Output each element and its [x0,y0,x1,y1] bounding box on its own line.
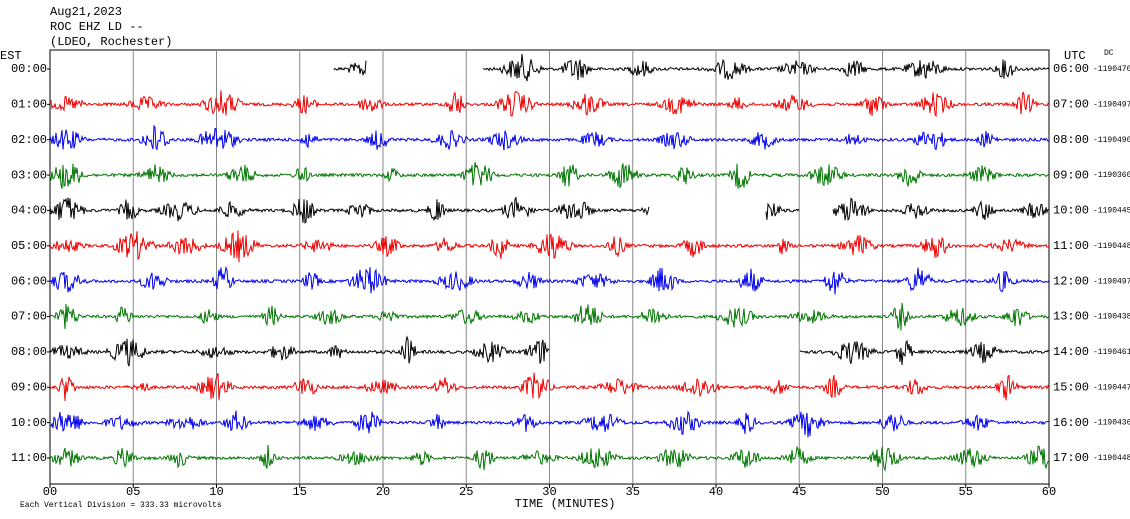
utc-label: 12:00 [1053,274,1089,288]
utc-label: 16:00 [1053,416,1089,430]
utc-label: 15:00 [1053,380,1089,394]
est-label: 07:00 [11,310,47,324]
seismic-trace [49,444,1050,472]
x-tick-label: 10 [209,485,223,499]
est-label: 04:00 [11,204,47,218]
x-tick-label: 20 [376,485,390,499]
dc-value: -1190436 [1093,419,1130,428]
footer-note: Each Vertical Division = 333.33 microvol… [20,501,222,510]
est-label: 03:00 [11,168,47,182]
x-tick-label: 40 [709,485,723,499]
seismic-trace [333,53,1050,82]
est-label: 01:00 [11,98,47,112]
traces [49,50,1050,484]
est-label: 11:00 [11,451,47,465]
x-tick-label: 60 [1042,485,1056,499]
dc-value: -1190461 [1093,348,1130,357]
est-label: 06:00 [11,274,47,288]
dc-value: -1190448 [1093,454,1130,463]
utc-label: 06:00 [1053,62,1089,76]
x-tick-label: 25 [459,485,473,499]
date: Aug21,2023 [50,5,122,19]
dc-value: -1190490 [1093,136,1130,145]
utc-label: 11:00 [1053,239,1089,253]
right-label: UTC [1064,49,1086,63]
dc-value: -1190497 [1093,277,1130,286]
seismic-trace [49,230,1050,263]
dc-value: -1190497 [1093,100,1130,109]
dc-value: -1190360 [1093,171,1130,180]
dc-value: -1190445 [1093,207,1130,216]
est-label: 08:00 [11,345,47,359]
x-tick-label: 45 [792,485,806,499]
station: ROC EHZ LD -- [50,20,144,34]
seismic-trace [49,410,1050,438]
dc-label: DC [1104,49,1114,58]
est-label: 05:00 [11,239,47,253]
x-tick-label: 00 [43,485,57,499]
utc-label: 08:00 [1053,133,1089,147]
seismic-trace [49,335,1050,367]
x-tick-label: 50 [875,485,889,499]
x-tick-label: 05 [126,485,140,499]
utc-label: 07:00 [1053,98,1089,112]
est-label: 09:00 [11,380,47,394]
dc-value: -1190470 [1093,65,1130,74]
utc-label: 09:00 [1053,168,1089,182]
seismic-trace [49,265,1050,295]
x-tick-label: 55 [959,485,973,499]
seismic-trace [49,124,1050,151]
dc-value: -1190438 [1093,313,1130,322]
seismic-trace [49,162,1050,189]
network: (LDEO, Rochester) [50,35,172,49]
seismic-trace [50,302,1050,331]
dc-value: -1190448 [1093,242,1130,251]
seismic-trace [49,90,1050,118]
est-label: 10:00 [11,416,47,430]
est-label: 00:00 [11,62,47,76]
x-tick-label: 15 [293,485,307,499]
est-label: 02:00 [11,133,47,147]
x-axis-title: TIME (MINUTES) [515,497,616,511]
utc-label: 10:00 [1053,204,1089,218]
dc-value: -1190447 [1093,383,1130,392]
x-tick-label: 30 [542,485,556,499]
utc-label: 14:00 [1053,345,1089,359]
seismic-trace [49,372,1050,402]
seismic-trace [49,196,1050,224]
x-tick-label: 35 [626,485,640,499]
utc-label: 13:00 [1053,310,1089,324]
utc-label: 17:00 [1053,451,1089,465]
left-label: EST [0,49,22,63]
